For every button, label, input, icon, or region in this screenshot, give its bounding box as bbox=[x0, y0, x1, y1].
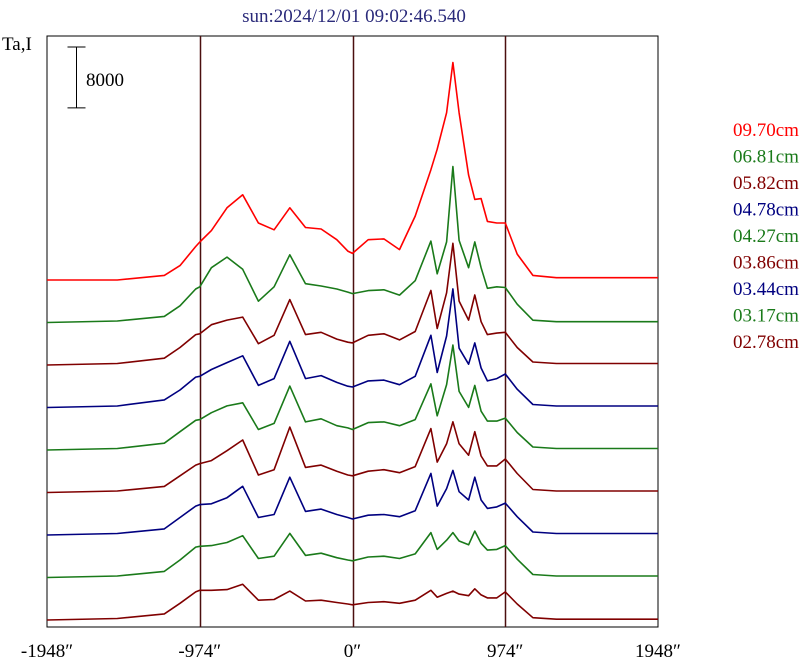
legend-entry: 05.82cm bbox=[733, 173, 799, 194]
scale-bar: 8000 bbox=[67, 46, 124, 109]
x-tick-label: -974″ bbox=[178, 641, 221, 662]
series-layer bbox=[46, 61, 658, 621]
series-line-03.86cm bbox=[46, 420, 658, 494]
x-tick-label: 1948″ bbox=[635, 641, 681, 662]
legend: 09.70cm 06.81cm 05.82cm 04.78cm 04.27cm 03.86… bbox=[733, 120, 799, 353]
plot-frame bbox=[46, 35, 659, 628]
series-line-06.81cm bbox=[46, 165, 658, 324]
legend-entry: 03.17cm bbox=[733, 306, 799, 327]
legend-entry: 09.70cm bbox=[733, 120, 799, 141]
series-line-02.78cm bbox=[46, 583, 658, 621]
series-line-05.82cm bbox=[46, 242, 658, 366]
y-axis-label: Ta,I bbox=[2, 34, 32, 55]
scale-bar-label: 8000 bbox=[86, 70, 124, 91]
legend-entry: 06.81cm bbox=[733, 147, 799, 168]
chart-title: sun:2024/12/01 09:02:46.540 bbox=[242, 6, 466, 27]
legend-entry: 04.27cm bbox=[733, 226, 799, 247]
vertical-markers bbox=[199, 36, 507, 627]
series-line-03.44cm bbox=[46, 469, 658, 536]
legend-entry: 04.78cm bbox=[733, 200, 799, 221]
series-line-04.78cm bbox=[46, 288, 658, 409]
legend-entry: 02.78cm bbox=[733, 332, 799, 353]
series-line-04.27cm bbox=[46, 344, 658, 451]
series-line-09.70cm bbox=[47, 61, 658, 281]
x-tick-labels: -1948″ -974″ 0″ 974″ 1948″ bbox=[21, 641, 681, 662]
legend-entry: 03.86cm bbox=[733, 253, 799, 274]
x-tick-label: 974″ bbox=[487, 641, 523, 662]
series-line-03.17cm bbox=[46, 530, 658, 579]
legend-entry: 03.44cm bbox=[733, 279, 799, 300]
x-tick-label: 0″ bbox=[344, 641, 361, 662]
x-tick-label: -1948″ bbox=[21, 641, 73, 662]
